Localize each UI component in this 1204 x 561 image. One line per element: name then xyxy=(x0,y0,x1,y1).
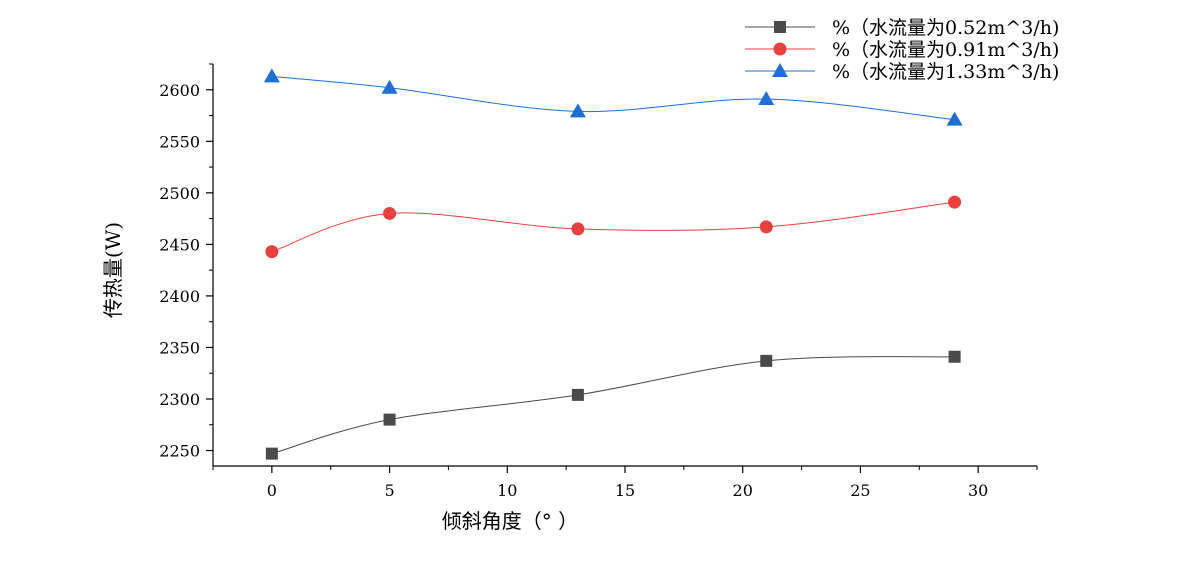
legend-label-2: %（水流量为0.91m^3/h) xyxy=(832,39,1059,61)
x-tick-label: 0 xyxy=(267,481,277,500)
x-tick-label: 25 xyxy=(850,481,870,500)
x-tick-label: 10 xyxy=(497,481,517,500)
series-1-point-1 xyxy=(265,447,278,460)
legend-marker-3 xyxy=(772,63,788,77)
series-line-3 xyxy=(271,75,955,121)
x-tick-label: 30 xyxy=(968,481,988,500)
y-tick-label: 2250 xyxy=(159,442,200,461)
series-2-point-5 xyxy=(948,195,962,209)
series-1-point-5 xyxy=(948,350,961,363)
x-tick-label: 15 xyxy=(615,481,635,500)
x-tick-label: 20 xyxy=(733,481,753,500)
series-2-point-4 xyxy=(759,220,773,234)
series-line-1 xyxy=(271,356,955,455)
series-3-point-1 xyxy=(263,68,280,83)
y-tick-label: 2550 xyxy=(159,132,200,151)
legend-label-1: %（水流量为0.52m^3/h) xyxy=(832,17,1059,39)
y-tick-label: 2350 xyxy=(159,338,200,357)
y-tick-label: 2500 xyxy=(159,184,200,203)
y-tick-label: 2600 xyxy=(159,81,200,100)
x-axis-title: 倾斜角度（° ） xyxy=(442,509,578,533)
plot-area xyxy=(263,68,963,460)
series-1-point-3 xyxy=(571,388,584,401)
axes: 2250 2300 2350 2400 2450 2500 2550 2600 0 5 10 15 20… xyxy=(159,63,1038,500)
series-3-point-4 xyxy=(758,91,775,106)
series-line-2 xyxy=(271,201,955,253)
x-tick-label: 5 xyxy=(384,481,394,500)
series-1-point-4 xyxy=(760,354,773,367)
series-2-point-1 xyxy=(265,245,279,259)
series-2-point-3 xyxy=(571,222,585,236)
series-3-point-2 xyxy=(381,79,398,94)
legend-marker-1 xyxy=(774,21,786,33)
series-3-point-3 xyxy=(569,103,586,118)
series-2-point-2 xyxy=(383,206,397,220)
y-tick-label: 2400 xyxy=(159,287,200,306)
legend: %（水流量为0.52m^3/h)%（水流量为0.91m^3/h)%（水流量为1.… xyxy=(745,17,1059,83)
series-3-point-5 xyxy=(946,111,963,126)
y-axis-title: 传热量(W) xyxy=(101,222,125,318)
series-1-point-2 xyxy=(383,413,396,426)
y-tick-label: 2450 xyxy=(159,235,200,254)
y-tick-label: 2300 xyxy=(159,390,200,409)
legend-label-3: %（水流量为1.33m^3/h) xyxy=(832,61,1059,83)
legend-marker-2 xyxy=(773,42,787,56)
